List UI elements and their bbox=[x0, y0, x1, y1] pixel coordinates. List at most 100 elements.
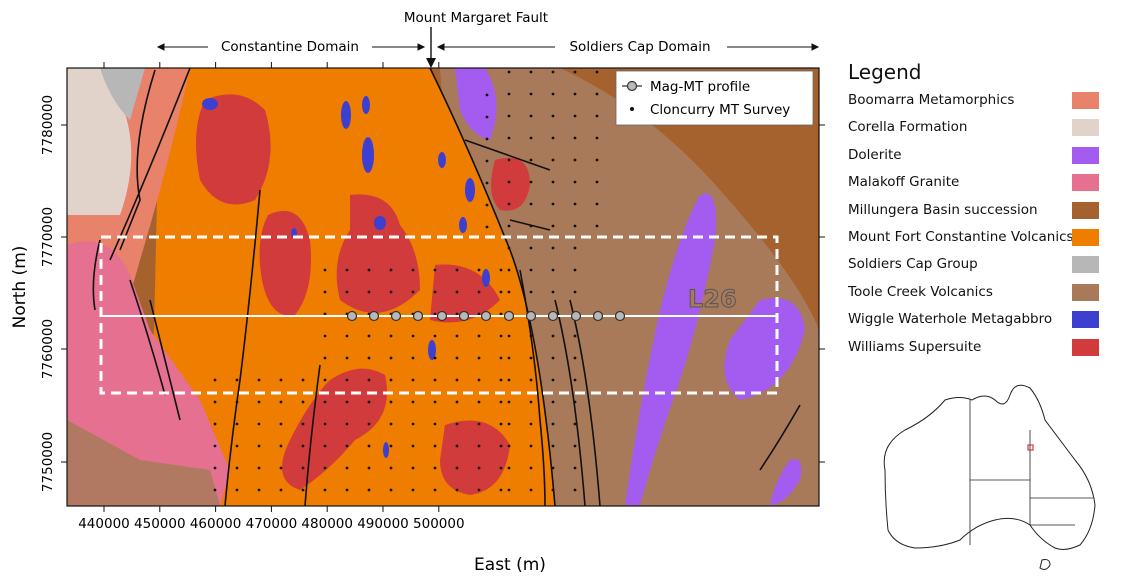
survey-station bbox=[345, 378, 349, 382]
survey-station bbox=[345, 268, 349, 272]
survey-station bbox=[477, 290, 481, 294]
survey-station bbox=[389, 268, 393, 272]
legend-item: Corella Formation bbox=[848, 119, 968, 136]
survey-station bbox=[499, 400, 503, 404]
survey-station bbox=[433, 334, 437, 338]
profile-station bbox=[503, 310, 515, 322]
survey-station bbox=[477, 488, 481, 492]
x-axis-label: East (m) bbox=[474, 555, 546, 575]
survey-station bbox=[551, 466, 555, 470]
legend-item: Boomarra Metamorphics bbox=[848, 92, 1015, 108]
survey-station bbox=[507, 224, 511, 228]
survey-station bbox=[323, 422, 327, 426]
survey-station bbox=[573, 70, 577, 74]
survey-station bbox=[529, 202, 533, 206]
survey-station bbox=[499, 356, 503, 360]
survey-station bbox=[301, 422, 305, 426]
survey-station bbox=[323, 312, 327, 316]
survey-station bbox=[477, 422, 481, 426]
survey-station bbox=[507, 400, 511, 404]
survey-station bbox=[367, 268, 371, 272]
legend-item: Wiggle Waterhole Metagabbro bbox=[848, 311, 1053, 328]
legend-swatch bbox=[1072, 119, 1099, 137]
survey-station bbox=[279, 444, 283, 448]
profile-station bbox=[346, 310, 358, 322]
survey-station bbox=[257, 422, 261, 426]
survey-station bbox=[213, 422, 217, 426]
survey-station bbox=[345, 444, 349, 448]
survey-station bbox=[323, 290, 327, 294]
survey-station bbox=[455, 488, 459, 492]
survey-station bbox=[433, 466, 437, 470]
legend-swatch bbox=[1072, 338, 1099, 356]
legend-swatch bbox=[1072, 174, 1099, 192]
survey-station bbox=[323, 356, 327, 360]
survey-station bbox=[433, 312, 437, 316]
legend-swatch bbox=[1072, 311, 1099, 329]
survey-station bbox=[455, 312, 459, 316]
survey-station bbox=[213, 378, 217, 382]
survey-station bbox=[411, 422, 415, 426]
survey-station bbox=[389, 466, 393, 470]
survey-station bbox=[411, 444, 415, 448]
survey-station bbox=[507, 290, 511, 294]
survey-station bbox=[573, 202, 577, 206]
survey-station bbox=[595, 202, 599, 206]
survey-station bbox=[529, 488, 533, 492]
survey-station bbox=[433, 268, 437, 272]
survey-station bbox=[367, 422, 371, 426]
survey-station bbox=[485, 181, 489, 185]
survey-station bbox=[235, 466, 239, 470]
survey-station bbox=[323, 400, 327, 404]
survey-station bbox=[455, 378, 459, 382]
survey-station bbox=[529, 444, 533, 448]
survey-station bbox=[595, 92, 599, 96]
survey-station bbox=[529, 246, 533, 250]
map-legend-box bbox=[615, 70, 814, 126]
survey-station bbox=[323, 268, 327, 272]
survey-station bbox=[455, 356, 459, 360]
survey-station bbox=[529, 268, 533, 272]
survey-station bbox=[573, 158, 577, 162]
survey-station bbox=[301, 400, 305, 404]
domain-arrows bbox=[156, 43, 820, 51]
survey-station bbox=[213, 488, 217, 492]
survey-station bbox=[485, 225, 489, 229]
survey-station bbox=[235, 422, 239, 426]
survey-station bbox=[507, 92, 511, 96]
unit-williams-3 bbox=[336, 194, 420, 313]
survey-station bbox=[573, 400, 577, 404]
geology-units bbox=[67, 68, 819, 506]
survey-station bbox=[485, 115, 489, 119]
survey-station bbox=[345, 400, 349, 404]
survey-station bbox=[345, 488, 349, 492]
survey-station bbox=[389, 356, 393, 360]
survey-station bbox=[573, 224, 577, 228]
legend-item: Toole Creek Volcanics bbox=[848, 283, 993, 300]
y-axis: 7750000 7760000 7770000 7780000 bbox=[40, 95, 825, 492]
survey-station bbox=[433, 400, 437, 404]
survey-station bbox=[529, 114, 533, 118]
x-tick-label: 460000 bbox=[190, 516, 242, 532]
fault-label: Mount Margaret Fault bbox=[404, 10, 548, 26]
profile-marker-icon bbox=[626, 80, 638, 92]
unit-dolerite-1 bbox=[455, 68, 497, 140]
survey-station bbox=[367, 444, 371, 448]
profile-station bbox=[614, 310, 626, 322]
survey-station bbox=[551, 136, 555, 140]
survey-station bbox=[499, 268, 503, 272]
survey-station bbox=[551, 246, 555, 250]
survey-station bbox=[507, 180, 511, 184]
y-tick-label: 7770000 bbox=[40, 207, 56, 267]
survey-station bbox=[529, 136, 533, 140]
survey-station bbox=[595, 114, 599, 118]
survey-station bbox=[529, 422, 533, 426]
legend-swatch bbox=[1072, 283, 1099, 301]
survey-station bbox=[529, 158, 533, 162]
survey-station bbox=[345, 334, 349, 338]
survey-station bbox=[455, 268, 459, 272]
legend-item: Williams Supersuite bbox=[848, 338, 982, 355]
survey-station bbox=[367, 356, 371, 360]
survey-station bbox=[301, 488, 305, 492]
survey-station bbox=[507, 444, 511, 448]
